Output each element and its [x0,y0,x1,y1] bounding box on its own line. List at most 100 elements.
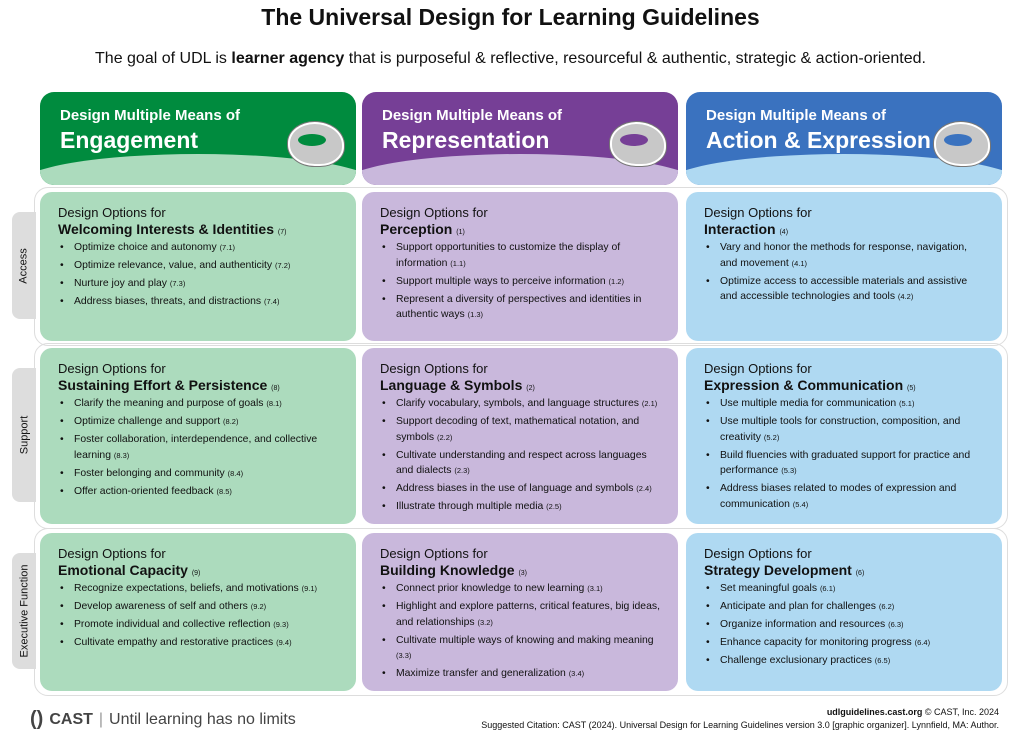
guideline-number: (4) [779,229,789,236]
guideline-name: Welcoming Interests & Identities [58,221,275,237]
guideline-card: Design Options for Strategy Development (… [686,533,1002,691]
consideration-item: Build fluencies with graduated support f… [704,448,984,479]
brain-lobe [944,134,972,146]
consideration-text: Clarify the meaning and purpose of goals [74,398,264,409]
consideration-number: (8.3) [113,450,130,460]
consideration-item: Maximize transfer and generalization (3.… [380,666,660,682]
guideline-number: (9) [191,570,201,577]
consideration-item: Foster belonging and community (8.4) [58,466,338,482]
consideration-text: Optimize access to accessible materials … [720,275,968,303]
consideration-number: (9.1) [301,584,317,593]
consideration-text: Optimize relevance, value, and authentic… [74,260,273,271]
consideration-number: (3.4) [568,669,585,678]
brain-icon [610,122,666,166]
consideration-text: Offer action-oriented feedback [74,485,214,497]
consideration-list: Clarify vocabulary, symbols, and languag… [380,396,660,515]
brain-icon [288,122,344,166]
consideration-number: (7.3) [169,279,186,288]
consideration-number: (7.1) [219,243,235,252]
row-label-text: Access [18,247,30,284]
consideration-number: (3.1) [587,584,603,593]
card-pre: Design Options for [380,546,488,561]
guideline-card: Design Options for Building Knowledge (3)… [362,533,678,691]
consideration-item: Anticipate and plan for challenges (6.2) [704,599,984,615]
consideration-text: Cultivate empathy and restorative practi… [74,637,274,648]
consideration-text: Foster belonging and community [74,467,225,479]
consideration-text: Support opportunities to customize the d… [396,242,621,269]
consideration-number: (9.4) [276,638,292,647]
card-pre: Design Options for [704,361,812,376]
consideration-list: Use multiple media for communication (5.… [704,396,984,512]
page-title: The Universal Design for Learning Guidel… [261,4,760,30]
header-pre: Design Multiple Means of [60,107,241,124]
consideration-number: (9.3) [273,620,289,629]
consideration-number: (1.2) [608,276,624,286]
consideration-number: (1.3) [467,310,484,319]
consideration-number: (5.3) [781,466,797,475]
consideration-text: Cultivate understanding and respect acro… [396,449,647,477]
consideration-number: (8.2) [223,417,239,426]
consideration-number: (5.4) [792,499,809,509]
consideration-item: Connect prior knowledge to new learning … [380,581,660,597]
consideration-item: Use multiple media for communication (5.… [704,396,984,412]
consideration-text: Optimize challenge and support [74,416,221,427]
guideline-number: (8) [271,385,280,392]
consideration-text: Maximize transfer and generalization [396,668,566,679]
copyright: © CAST, Inc. 2024 [922,707,999,717]
consideration-item: Cultivate understanding and respect acro… [380,448,660,479]
consideration-number: (3.3) [396,651,412,660]
consideration-item: Optimize access to accessible materials … [704,274,984,305]
card-pre: Design Options for [58,361,166,376]
consideration-text: Support multiple ways to perceive inform… [396,275,606,287]
consideration-text: Connect prior knowledge to new learning [396,583,585,594]
consideration-text: Anticipate and plan for challenges [720,601,876,612]
consideration-number: (6.4) [914,638,931,647]
brain-icon [934,122,990,166]
card-pre: Design Options for [380,361,488,376]
consideration-list: Recognize expectations, beliefs, and mot… [58,581,338,651]
consideration-text: Highlight and explore patterns, critical… [396,601,660,628]
header-engagement: Design Multiple Means of Engagement [40,92,356,185]
consideration-item: Foster collaboration, interdependence, a… [58,432,338,463]
card-pre: Design Options for [58,546,166,561]
guideline-title: Language & Symbols (2) [380,377,660,393]
guideline-number: (6) [855,570,865,577]
guideline-card: Design Options for Language & Symbols (2)… [362,348,678,524]
consideration-list: Clarify the meaning and purpose of goals… [58,396,338,499]
row-label-text: Support [18,415,30,455]
consideration-number: (6.5) [874,656,891,665]
consideration-item: Cultivate multiple ways of knowing and m… [380,633,660,664]
consideration-number: (2.1) [641,399,658,408]
consideration-list: Vary and honor the methods for response,… [704,240,984,305]
consideration-item: Develop awareness of self and others (9.… [58,599,338,615]
consideration-text: Develop awareness of self and others [74,601,248,612]
consideration-text: Recognize expectations, beliefs, and mot… [74,583,299,594]
consideration-number: (6.3) [888,620,904,629]
consideration-text: Use multiple tools for construction, com… [720,416,961,443]
consideration-item: Challenge exclusionary practices (6.5) [704,653,984,669]
citation: Suggested Citation: CAST (2024). Univers… [481,720,999,730]
consideration-item: Clarify vocabulary, symbols, and languag… [380,396,660,412]
guideline-title: Emotional Capacity (9) [58,562,338,578]
consideration-text: Optimize choice and autonomy [74,242,217,253]
consideration-item: Recognize expectations, beliefs, and mot… [58,581,338,597]
goal-post: that is purposeful & reflective, resourc… [344,50,926,67]
tagline: Until learning has no limits [109,710,296,728]
row-label-executive-function: Executive Function [12,553,36,669]
consideration-item: Use multiple tools for construction, com… [704,414,984,445]
consideration-list: Set meaningful goals (6.1) Anticipate and… [704,581,984,669]
header-representation: Design Multiple Means of Representation [362,92,678,185]
consideration-number: (6.1) [819,584,836,593]
consideration-text: Foster collaboration, interdependence, a… [74,434,318,461]
site-link[interactable]: udlguidelines.cast.org [826,707,923,717]
consideration-item: Offer action-oriented feedback (8.5) [58,484,338,500]
goal-statement: The goal of UDL is learner agency that i… [0,50,1021,68]
consideration-item: Address biases in the use of language an… [380,481,660,497]
consideration-text: Nurture joy and play [74,278,167,289]
consideration-text: Enhance capacity for monitoring progress [720,637,912,648]
consideration-item: Represent a diversity of perspectives an… [380,292,660,323]
consideration-text: Represent a diversity of perspectives an… [396,293,642,321]
consideration-text: Organize information and resources [720,619,886,630]
guideline-title: Expression & Communication (5) [704,377,984,393]
